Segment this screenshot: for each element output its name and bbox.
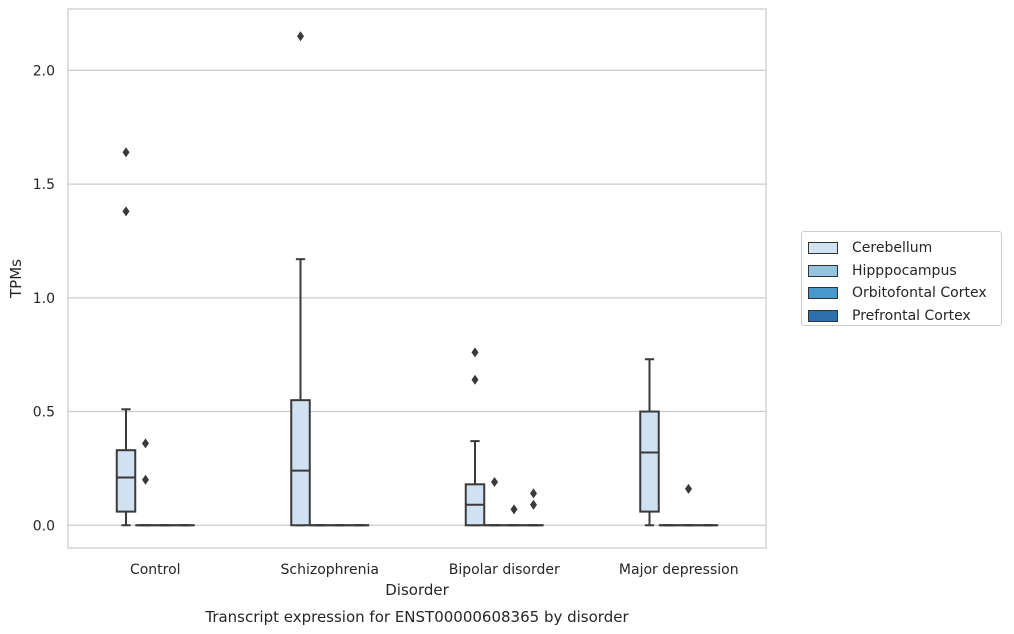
legend-item-hippocampus: Hipppocampus bbox=[808, 260, 1001, 283]
x-tick-label: Major depression bbox=[619, 562, 739, 578]
legend-label: Prefrontal Cortex bbox=[852, 307, 971, 324]
x-tick-label: Schizophrenia bbox=[281, 562, 379, 578]
outlier-point bbox=[530, 499, 537, 510]
x-tick-label: Control bbox=[130, 562, 181, 578]
x-axis-label: Disorder bbox=[385, 581, 449, 599]
box-cerebellum bbox=[290, 31, 311, 527]
legend-label: Orbitofontal Cortex bbox=[852, 285, 987, 302]
y-axis-ticks: 0.0 0.5 1.0 1.5 2.0 bbox=[33, 63, 55, 534]
box-iqr bbox=[290, 399, 311, 527]
outlier-point bbox=[471, 374, 479, 385]
y-tick-label: 0.5 bbox=[33, 405, 55, 421]
x-tick-label: Bipolar disorder bbox=[449, 562, 560, 578]
outlier-point bbox=[142, 438, 149, 449]
box-orbitofontal-cortex bbox=[678, 483, 699, 527]
outlier-point bbox=[491, 477, 498, 488]
box-cerebellum bbox=[115, 147, 137, 527]
box-hipppocampus bbox=[135, 438, 156, 527]
outlier-point bbox=[122, 147, 130, 158]
chart-caption: Transcript expression for ENST0000060836… bbox=[204, 608, 629, 626]
y-tick-label: 1.5 bbox=[33, 177, 55, 193]
grid-lines bbox=[68, 69, 766, 526]
legend-item-prefrontal-cortex: Prefrontal Cortex bbox=[808, 305, 1001, 328]
outlier-point bbox=[142, 474, 149, 485]
box-iqr bbox=[639, 410, 660, 513]
legend-swatch bbox=[808, 264, 838, 277]
box-cerebellum bbox=[639, 358, 660, 527]
legend-swatch bbox=[808, 287, 838, 300]
box-cerebellum bbox=[464, 347, 486, 527]
legend-swatch bbox=[808, 242, 838, 255]
box-orbitofontal-cortex bbox=[503, 504, 525, 527]
outlier-point bbox=[530, 488, 537, 499]
plot-frame bbox=[67, 8, 767, 549]
outlier-point bbox=[297, 31, 304, 42]
legend-item-cerebellum: Cerebellum bbox=[808, 237, 1001, 260]
legend-label: Cerebellum bbox=[852, 240, 933, 257]
box-iqr bbox=[115, 449, 137, 513]
y-axis-label: TPMs bbox=[7, 259, 25, 299]
y-tick-label: 1.0 bbox=[33, 291, 55, 307]
legend-item-orbitofrontal-cortex: Orbitofontal Cortex bbox=[808, 282, 1001, 305]
y-tick-label: 2.0 bbox=[33, 63, 55, 79]
y-tick-label: 0.0 bbox=[33, 518, 55, 534]
outlier-point bbox=[510, 504, 518, 515]
legend-label: Hipppocampus bbox=[852, 262, 957, 279]
legend: Cerebellum Hipppocampus Orbitofontal Cor… bbox=[801, 231, 1002, 326]
box-series: Control Schizophrenia Bipolar disorder Majo… bbox=[115, 31, 739, 578]
box-prefrontal-cortex bbox=[523, 488, 544, 527]
outlier-point bbox=[122, 206, 130, 217]
outlier-point bbox=[471, 347, 479, 358]
box-hipppocampus bbox=[484, 477, 505, 527]
legend-swatch bbox=[808, 309, 838, 322]
outlier-point bbox=[685, 483, 692, 494]
